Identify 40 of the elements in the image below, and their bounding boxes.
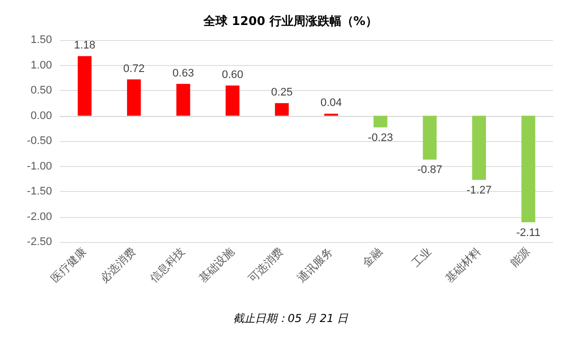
bar [176,84,190,116]
data-label: 0.25 [271,86,293,99]
bar [78,56,92,116]
x-tick-label: 必选消费 [98,245,138,286]
data-label: 0.72 [123,62,145,75]
bar [472,116,486,180]
data-label: 0.04 [320,97,342,110]
text: 截止日期：05 月 21 日 [232,312,350,325]
data-label: -0.23 [368,132,393,144]
bar [127,79,141,116]
y-tick-label: -2.50 [26,236,52,248]
bar [422,116,437,160]
chart-title: 全球 1200 行业周涨跌幅（%） [202,14,378,28]
data-label: -0.87 [417,164,442,176]
x-tick-label: 信息科技 [147,245,188,286]
bar [521,116,536,222]
x-tick-label: 能源 [508,245,533,270]
x-tick-label: 医疗健康 [48,245,89,286]
y-tick-label: -2.00 [26,210,52,223]
y-tick-label: -0.50 [26,135,52,147]
y-tick-label: 1.00 [30,59,52,72]
bar [374,116,388,128]
y-tick-label: 0.50 [30,84,52,96]
y-tick-label: -1.50 [26,186,52,198]
x-tick-label: 基础设施 [196,245,237,286]
data-label: 0.60 [222,68,244,81]
y-tick-label: 0.00 [30,110,52,122]
bar [274,103,289,116]
bar [226,85,240,116]
data-label: -2.11 [516,226,540,239]
y-tick-label: -1.00 [26,160,52,172]
data-label: -1.27 [466,184,492,196]
data-label: 1.18 [74,40,96,52]
data-label: 0.63 [172,67,194,80]
x-tick-label: 金融 [360,246,385,270]
x-tick-label: 可选消费 [246,245,286,286]
x-tick-label: 通讯服务 [295,245,336,286]
x-tick-label: 基础材料 [442,245,484,286]
y-tick-label: 1.50 [30,34,52,46]
x-tick-label: 工业 [409,245,434,270]
